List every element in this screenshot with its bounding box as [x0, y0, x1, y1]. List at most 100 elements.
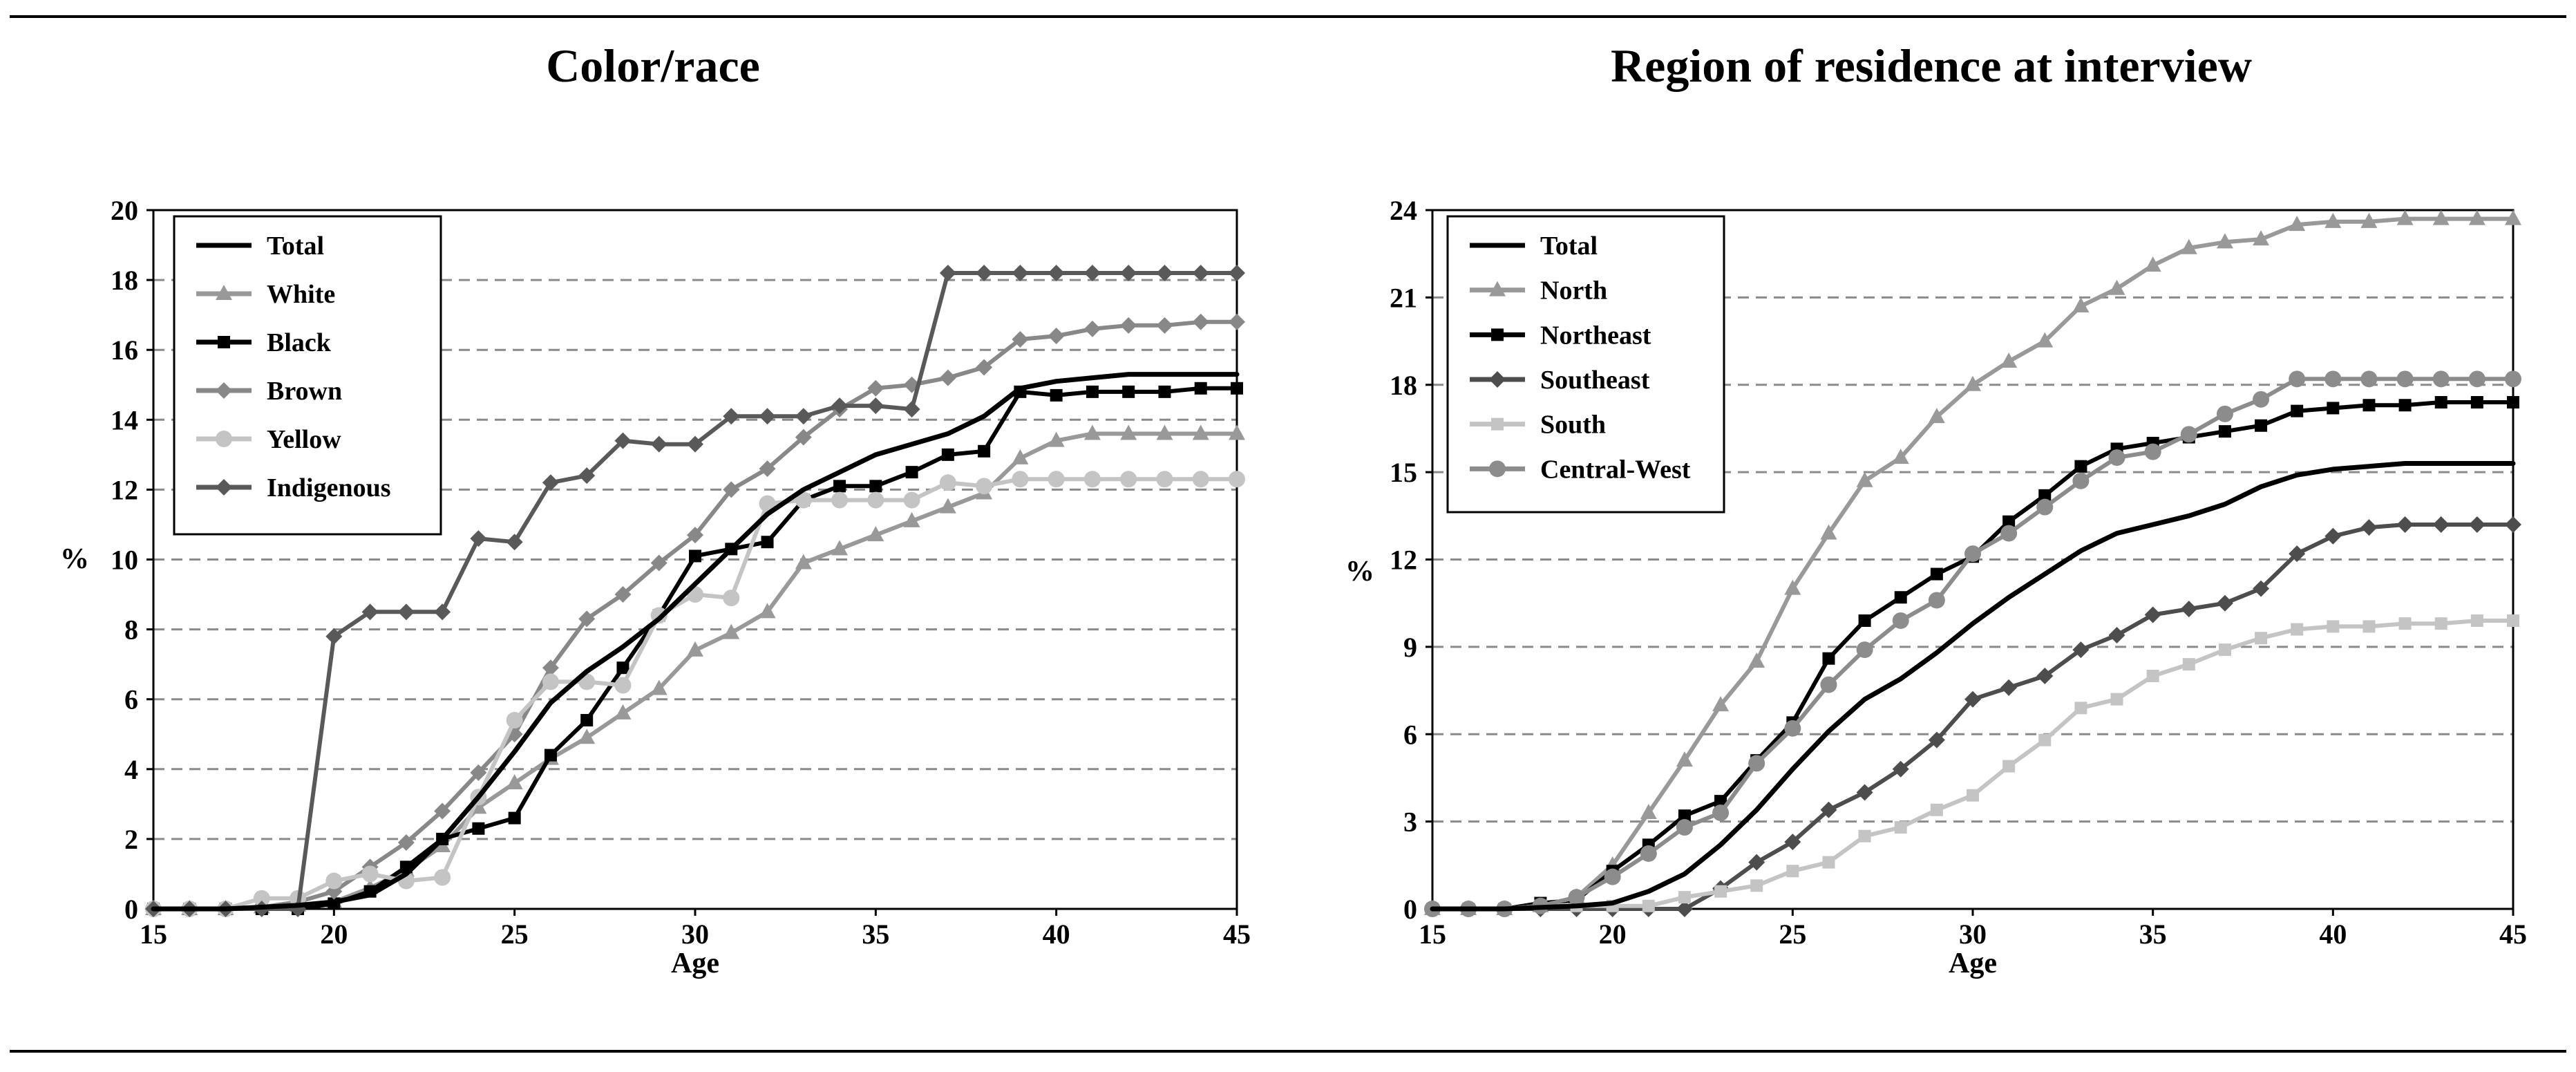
data-point-indigenous — [397, 603, 415, 621]
data-point-south — [1750, 879, 1763, 892]
data-point-north — [1964, 375, 1981, 391]
data-point-white — [903, 511, 920, 527]
data-point-south — [1930, 803, 1943, 816]
data-point-northeast — [1930, 567, 1943, 581]
data-point-south — [2182, 658, 2195, 671]
data-point-northeast — [2327, 402, 2340, 415]
data-point-central-west — [2289, 370, 2306, 388]
data-point-central-west — [2072, 472, 2090, 489]
x-tick-label: 25 — [1779, 919, 1806, 950]
y-tick-label: 9 — [1403, 632, 1417, 663]
legend-marker-yellow — [216, 431, 232, 447]
y-tick-label: 24 — [1390, 195, 1417, 226]
series-line-southeast — [1430, 523, 2515, 911]
data-point-south — [2218, 643, 2231, 657]
x-tick-label: 30 — [681, 919, 709, 950]
data-point-yellow — [434, 869, 451, 886]
data-point-yellow — [723, 590, 740, 607]
data-point-north — [2253, 230, 2270, 246]
data-point-brown — [795, 429, 812, 446]
data-point-southeast — [2396, 516, 2414, 533]
data-point-yellow — [506, 712, 523, 729]
data-point-central-west — [1748, 755, 1765, 772]
data-point-indigenous — [325, 628, 343, 645]
data-point-white — [614, 704, 632, 720]
data-point-central-west — [2216, 405, 2233, 422]
data-point-central-west — [2000, 525, 2018, 542]
data-point-indigenous — [1120, 264, 1137, 281]
data-point-indigenous — [542, 474, 559, 491]
data-point-white — [759, 603, 776, 619]
data-point-southeast — [2253, 580, 2270, 597]
data-point-northeast — [2002, 515, 2016, 528]
data-point-black — [580, 714, 594, 727]
data-point-yellow — [795, 491, 812, 509]
legend-marker-black — [218, 336, 230, 348]
legend-label-north: North — [1540, 276, 1607, 305]
chart-2-title: Region of residence at interview — [1611, 39, 2252, 92]
data-point-white — [578, 728, 596, 744]
data-point-indigenous — [470, 530, 487, 547]
data-point-north — [2216, 233, 2233, 249]
data-point-indigenous — [723, 408, 740, 425]
data-point-indigenous — [1048, 264, 1065, 281]
data-point-indigenous — [1012, 264, 1029, 281]
data-point-southeast — [1820, 801, 1837, 818]
data-point-north — [1928, 408, 1945, 424]
data-point-brown — [578, 610, 596, 628]
data-point-white — [723, 623, 740, 639]
data-point-yellow — [759, 495, 776, 512]
data-point-black — [472, 822, 485, 835]
data-point-south — [1786, 865, 1799, 878]
data-point-southeast — [2108, 627, 2125, 644]
x-tick-label: 40 — [2319, 919, 2347, 950]
data-point-central-west — [2432, 370, 2450, 388]
y-tick-label: 8 — [124, 614, 138, 646]
data-point-yellow — [1012, 471, 1029, 488]
data-point-indigenous — [578, 467, 596, 485]
data-point-black — [1158, 385, 1171, 398]
data-point-yellow — [867, 491, 884, 509]
data-point-white — [831, 540, 849, 556]
data-point-yellow — [939, 474, 956, 491]
data-point-brown — [759, 460, 776, 478]
y-tick-label: 18 — [1390, 370, 1417, 401]
y-tick-label: 20 — [111, 195, 138, 226]
data-point-white — [1120, 424, 1137, 440]
y-tick-label: 14 — [111, 404, 138, 435]
data-point-northeast — [2470, 396, 2483, 409]
data-point-yellow — [361, 865, 379, 883]
y-tick-label: 4 — [124, 754, 138, 785]
data-point-northeast — [1822, 652, 1835, 665]
data-point-white — [1012, 449, 1029, 464]
data-point-southeast — [2289, 545, 2306, 563]
legend-marker-northeast — [1491, 328, 1504, 341]
data-point-brown — [470, 764, 487, 781]
legend: Total White Black Brown Yellow Indigenous — [173, 215, 442, 536]
data-point-southeast — [2144, 606, 2161, 623]
y-tick-label: 21 — [1390, 282, 1417, 313]
data-point-north — [1676, 751, 1693, 767]
data-point-white — [939, 498, 956, 514]
series-total — [151, 372, 1240, 912]
data-point-indigenous — [903, 401, 920, 418]
data-point-white — [506, 774, 523, 790]
data-point-central-west — [2360, 370, 2378, 388]
y-tick-label: 16 — [111, 335, 138, 366]
data-point-white — [687, 641, 703, 657]
data-point-north — [2432, 209, 2450, 225]
x-tick-label: 20 — [320, 919, 348, 950]
data-point-southeast — [1748, 854, 1765, 871]
data-point-black — [869, 480, 882, 493]
data-point-north — [2324, 212, 2342, 228]
data-point-black — [1050, 388, 1063, 402]
x-axis-label: Age — [671, 948, 719, 979]
data-point-white — [1192, 424, 1209, 440]
data-point-south — [1642, 899, 1655, 912]
data-point-yellow — [1192, 471, 1209, 488]
data-point-brown — [650, 554, 667, 572]
data-point-central-west — [1676, 819, 1693, 836]
data-point-south — [2327, 620, 2340, 633]
legend-label-brown: Brown — [267, 377, 342, 406]
data-point-white — [1083, 424, 1101, 440]
